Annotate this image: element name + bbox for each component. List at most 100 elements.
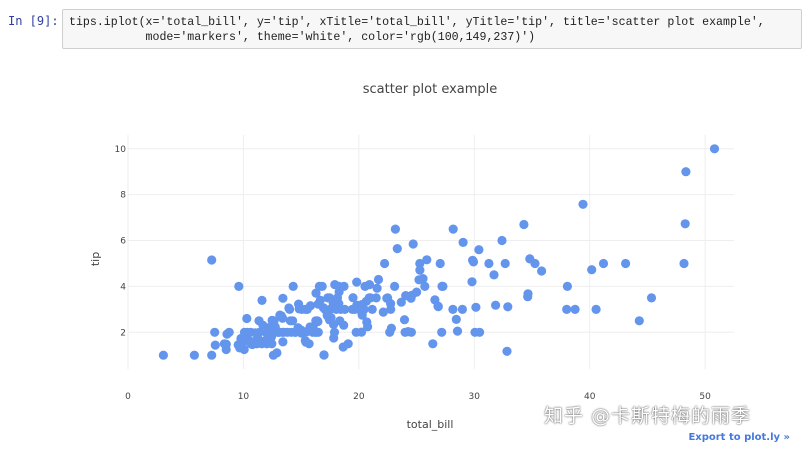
scatter-point[interactable] xyxy=(278,337,288,347)
scatter-point[interactable] xyxy=(519,219,529,230)
scatter-point[interactable] xyxy=(278,293,288,303)
scatter-point[interactable] xyxy=(319,350,329,360)
scatter-point[interactable] xyxy=(471,302,481,312)
scatter-point[interactable] xyxy=(285,304,295,314)
scatter-point[interactable] xyxy=(207,255,217,265)
scatter-point[interactable] xyxy=(189,350,199,360)
scatter-point[interactable] xyxy=(491,300,501,310)
code-line-2[interactable]: mode='markers', theme='white', color='rg… xyxy=(69,31,536,44)
scatter-point[interactable] xyxy=(288,281,298,291)
scatter-point[interactable] xyxy=(503,302,513,312)
scatter-point[interactable] xyxy=(210,327,220,337)
scatter-point[interactable] xyxy=(364,280,375,290)
scatter-point[interactable] xyxy=(254,327,264,337)
scatter-point[interactable] xyxy=(452,326,463,336)
scatter-point[interactable] xyxy=(326,313,336,323)
export-to-plotly-link[interactable]: Export to plot.ly » xyxy=(688,432,790,443)
scatter-point[interactable] xyxy=(315,295,325,305)
scatter-point[interactable] xyxy=(438,281,448,291)
scatter-point[interactable] xyxy=(352,277,362,287)
scatter-point[interactable] xyxy=(329,327,340,337)
scatter-point[interactable] xyxy=(709,144,720,154)
scatter-point[interactable] xyxy=(681,167,691,177)
scatter-point[interactable] xyxy=(313,327,323,337)
scatter-point[interactable] xyxy=(288,316,298,326)
scatter-point[interactable] xyxy=(468,257,479,267)
scatter-point[interactable] xyxy=(356,327,367,337)
scatter-point[interactable] xyxy=(578,199,588,209)
scatter-point[interactable] xyxy=(418,274,428,284)
scatter-point[interactable] xyxy=(646,293,657,303)
scatter-point[interactable] xyxy=(448,224,458,234)
scatter-point[interactable] xyxy=(457,304,467,314)
scatter-point[interactable] xyxy=(484,258,494,269)
scatter-point[interactable] xyxy=(500,258,510,269)
scatter-point[interactable] xyxy=(340,304,350,314)
scatter-point[interactable] xyxy=(339,281,349,291)
scatter-point[interactable] xyxy=(406,327,416,337)
scatter-point[interactable] xyxy=(386,304,396,314)
scatter-point[interactable] xyxy=(489,270,499,280)
scatter-point[interactable] xyxy=(399,315,410,325)
scatter-point[interactable] xyxy=(224,327,234,337)
scatter-point[interactable] xyxy=(305,301,316,311)
scatter-point[interactable] xyxy=(537,266,547,276)
scatter-point[interactable] xyxy=(371,293,381,303)
scatter-point[interactable] xyxy=(239,344,249,355)
scatter-point[interactable] xyxy=(267,339,277,349)
scatter-point[interactable] xyxy=(530,258,540,269)
scatter-point[interactable] xyxy=(221,339,231,349)
scatter-point[interactable] xyxy=(433,302,443,312)
scatter-point[interactable] xyxy=(343,339,353,349)
scatter-point[interactable] xyxy=(570,304,580,314)
scatter-point[interactable] xyxy=(242,313,252,324)
scatter-point[interactable] xyxy=(207,350,217,360)
scatter-point[interactable] xyxy=(278,313,288,323)
scatter-point[interactable] xyxy=(679,258,689,269)
scatter-point[interactable] xyxy=(587,265,597,275)
scatter-point[interactable] xyxy=(408,239,418,249)
scatter-point[interactable] xyxy=(396,297,406,307)
scatter-point[interactable] xyxy=(363,322,373,332)
scatter-point[interactable] xyxy=(523,289,533,299)
scatter-point[interactable] xyxy=(373,274,384,285)
scatter-point[interactable] xyxy=(428,339,438,349)
scatter-point[interactable] xyxy=(339,320,349,330)
scatter-point[interactable] xyxy=(451,314,461,324)
scatter-point[interactable] xyxy=(415,265,425,275)
scatter-point[interactable] xyxy=(372,283,382,293)
scatter-point[interactable] xyxy=(392,244,402,254)
scatter-point[interactable] xyxy=(474,245,484,255)
scatter-point[interactable] xyxy=(412,287,422,297)
scatter-point[interactable] xyxy=(497,235,507,246)
scatter-point[interactable] xyxy=(304,339,314,349)
scatter-point[interactable] xyxy=(448,304,458,314)
scatter-point[interactable] xyxy=(359,304,369,314)
scatter-point[interactable] xyxy=(422,255,432,265)
scatter-point[interactable] xyxy=(348,293,358,303)
scatter-point[interactable] xyxy=(272,348,282,358)
scatter-point[interactable] xyxy=(420,281,430,291)
scatter-point[interactable] xyxy=(458,237,468,247)
scatter-point[interactable] xyxy=(386,323,396,333)
scatter-point[interactable] xyxy=(158,350,168,360)
scatter-point[interactable] xyxy=(475,327,485,337)
scatter-point[interactable] xyxy=(313,316,323,327)
code-input-area[interactable]: tips.iplot(x='total_bill', y='tip', xTit… xyxy=(62,9,802,49)
scatter-point[interactable] xyxy=(598,258,609,269)
scatter-point[interactable] xyxy=(621,258,631,269)
scatter-point[interactable] xyxy=(591,304,601,314)
scatter-point[interactable] xyxy=(680,219,690,229)
scatter-point[interactable] xyxy=(467,277,477,287)
scatter-point[interactable] xyxy=(562,304,572,314)
scatter-point[interactable] xyxy=(502,346,512,356)
scatter-point[interactable] xyxy=(257,295,267,305)
scatter-point[interactable] xyxy=(562,281,573,291)
scatter-point[interactable] xyxy=(390,224,400,234)
scatter-point[interactable] xyxy=(380,258,390,269)
scatter-point[interactable] xyxy=(378,307,388,317)
scatter-point[interactable] xyxy=(317,281,327,291)
scatter-point[interactable] xyxy=(634,316,644,326)
scatter-point[interactable] xyxy=(210,340,220,350)
scatter-point[interactable] xyxy=(390,281,400,291)
